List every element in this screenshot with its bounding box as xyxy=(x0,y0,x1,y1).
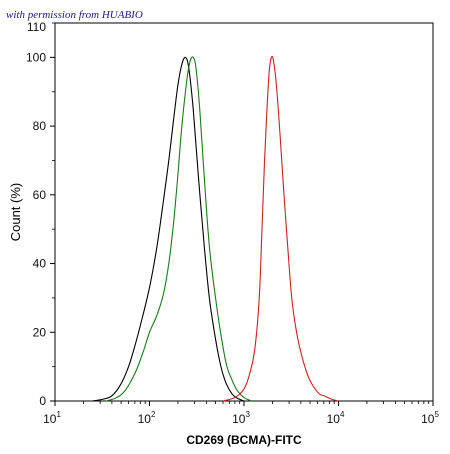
y-top-tick-label: 110 xyxy=(27,20,46,34)
x-tick-label: 103 xyxy=(232,410,250,426)
plot-frame xyxy=(54,22,434,402)
y-tick-label: 60 xyxy=(33,188,47,202)
y-axis-title: Count (%) xyxy=(8,183,23,242)
series-line-2 xyxy=(222,55,339,402)
ticks-layer: 101 102 103 104 105 0 20 40 60 80 100 110 xyxy=(26,20,439,426)
x-tick-label: 102 xyxy=(138,410,156,426)
x-tick-label: 104 xyxy=(327,410,345,426)
y-tick-label: 20 xyxy=(33,325,47,339)
watermark-text: with permission from HUABIO xyxy=(6,9,143,21)
series-line-0 xyxy=(92,56,245,402)
y-tick-label: 40 xyxy=(33,257,47,271)
x-axis-title: CD269 (BCMA)-FITC xyxy=(186,433,302,447)
x-tick-label: 101 xyxy=(43,410,61,426)
series-layer xyxy=(92,55,339,402)
y-tick-label: 80 xyxy=(33,119,47,133)
series-line-1 xyxy=(106,56,252,402)
x-tick-label: 105 xyxy=(421,410,439,426)
y-tick-label: 100 xyxy=(26,50,46,64)
y-tick-label: 0 xyxy=(39,394,46,408)
